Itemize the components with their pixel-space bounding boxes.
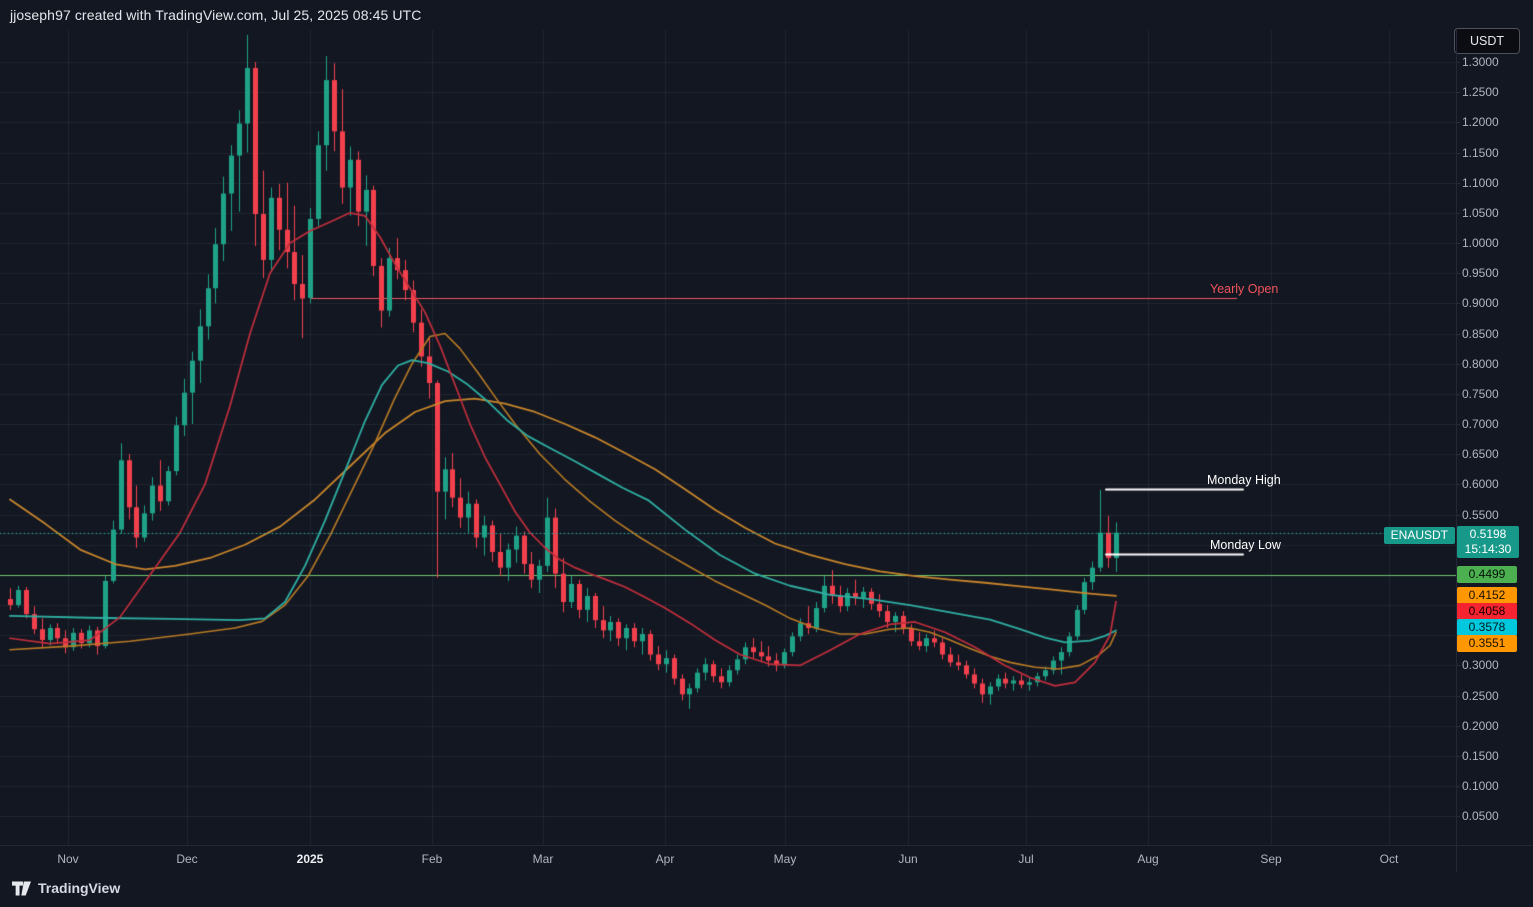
- price-tick-mark: [1456, 153, 1460, 154]
- price-tick-mark: [1456, 183, 1460, 184]
- bottom-bar: TradingView: [0, 872, 1533, 907]
- yearly-open-label[interactable]: Yearly Open: [1210, 281, 1279, 296]
- attribution-bar: jjoseph97 created with TradingView.com, …: [0, 0, 1533, 30]
- price-tick-mark: [1456, 786, 1460, 787]
- price-tick-label: 0.9000: [1462, 296, 1499, 311]
- axis-separator: [1456, 30, 1457, 872]
- price-tick-mark: [1456, 62, 1460, 63]
- time-axis-label-Jul: Jul: [1018, 852, 1034, 866]
- price-tick-label: 0.1000: [1462, 779, 1499, 794]
- time-axis-label-2025: 2025: [296, 852, 324, 866]
- price-tick-label: 0.7000: [1462, 417, 1499, 432]
- last-price-badge: 0.5198 15:14:30: [1457, 526, 1519, 558]
- time-axis[interactable]: Nov Dec 2025 Feb Mar Apr May Jun Jul Aug Sep Oct: [0, 845, 1533, 873]
- price-tick-mark: [1456, 454, 1460, 455]
- time-axis-label-Sep: Sep: [1260, 852, 1282, 866]
- price-tick-mark: [1456, 726, 1460, 727]
- price-tick-mark: [1456, 92, 1460, 93]
- price-tick-mark: [1456, 484, 1460, 485]
- price-tick-mark: [1456, 515, 1460, 516]
- time-axis-label-Apr: Apr: [655, 852, 675, 866]
- price-tick-mark: [1456, 303, 1460, 304]
- attribution-text: jjoseph97 created with TradingView.com, …: [10, 7, 422, 23]
- time-axis-label-Feb: Feb: [421, 852, 443, 866]
- tradingview-brand-text: TradingView: [38, 880, 121, 896]
- price-tick-label: 0.5500: [1462, 507, 1499, 522]
- price-tick-label: 0.0500: [1462, 809, 1499, 824]
- time-axis-label-Aug: Aug: [1137, 852, 1159, 866]
- price-tick-label: 1.2000: [1462, 115, 1499, 130]
- price-tick-mark: [1456, 122, 1460, 123]
- price-tick-label: 0.2500: [1462, 688, 1499, 703]
- price-tick-label: 0.9500: [1462, 266, 1499, 281]
- ma-mid-orange-price-badge: 0.3551: [1457, 635, 1517, 652]
- price-tick-mark: [1456, 424, 1460, 425]
- price-tick-label: 1.1500: [1462, 145, 1499, 160]
- currency-toggle-button[interactable]: USDT: [1454, 28, 1520, 54]
- tradingview-logo[interactable]: TradingView: [12, 880, 120, 896]
- ma-slow-orange-price-badge: 0.4152: [1457, 587, 1517, 604]
- time-axis-label-Oct: Oct: [1379, 852, 1399, 866]
- price-tick-label: 0.8000: [1462, 356, 1499, 371]
- symbol-tag: ENAUSDT: [1383, 527, 1455, 544]
- price-tick-mark: [1456, 243, 1460, 244]
- price-tick-label: 0.1500: [1462, 748, 1499, 763]
- price-chart-canvas[interactable]: [0, 30, 1456, 845]
- price-tick-label: 0.2000: [1462, 718, 1499, 733]
- ma-teal-price-badge: 0.3578: [1457, 619, 1517, 636]
- price-tick-label: 0.7500: [1462, 386, 1499, 401]
- green-line-price-badge: 0.4499: [1457, 566, 1517, 583]
- price-tick-label: 0.8500: [1462, 326, 1499, 341]
- monday-high-label[interactable]: Monday High: [1207, 473, 1281, 488]
- last-price-value: 0.5198: [1469, 527, 1507, 541]
- price-tick-label: 1.1000: [1462, 175, 1499, 190]
- price-tick-label: 1.0000: [1462, 236, 1499, 251]
- price-tick-label: 0.6000: [1462, 477, 1499, 492]
- price-tick-mark: [1456, 364, 1460, 365]
- price-tick-mark: [1456, 273, 1460, 274]
- bar-countdown: 15:14:30: [1464, 542, 1512, 556]
- time-axis-label-Mar: Mar: [532, 852, 554, 866]
- price-tick-mark: [1456, 696, 1460, 697]
- time-axis-label-Jun: Jun: [898, 852, 918, 866]
- price-tick-mark: [1456, 816, 1460, 817]
- time-axis-label-May: May: [773, 852, 797, 866]
- tradingview-logo-icon: [12, 881, 31, 896]
- price-tick-mark: [1456, 665, 1460, 666]
- price-tick-mark: [1456, 334, 1460, 335]
- ma-fast-red-price-badge: 0.4058: [1457, 603, 1517, 620]
- monday-low-label[interactable]: Monday Low: [1210, 538, 1281, 553]
- time-axis-label-Dec: Dec: [176, 852, 198, 866]
- price-tick-label: 1.3000: [1462, 55, 1499, 69]
- symbol-tag-label: ENAUSDT: [1390, 528, 1448, 542]
- price-tick-label: 0.3000: [1462, 658, 1499, 673]
- price-tick-mark: [1456, 394, 1460, 395]
- price-tick-label: 1.2500: [1462, 85, 1499, 100]
- price-tick-label: 0.6500: [1462, 447, 1499, 462]
- price-tick-label: 1.0500: [1462, 205, 1499, 220]
- time-axis-label-Nov: Nov: [57, 852, 79, 866]
- price-tick-mark: [1456, 213, 1460, 214]
- price-tick-mark: [1456, 756, 1460, 757]
